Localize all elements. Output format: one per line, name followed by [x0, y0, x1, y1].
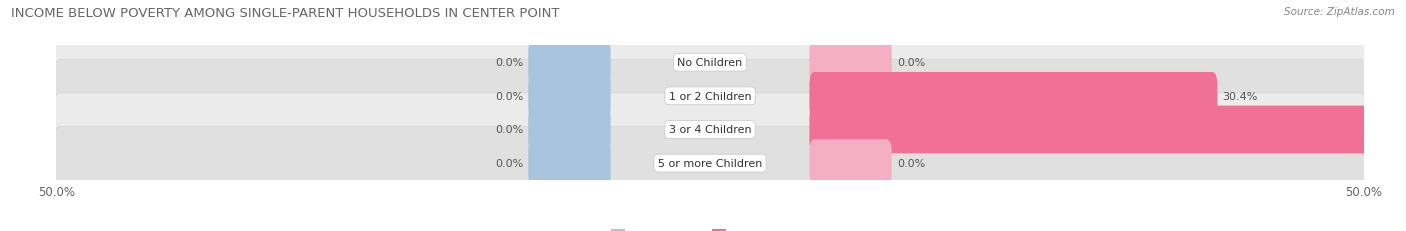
FancyBboxPatch shape — [529, 39, 610, 87]
FancyBboxPatch shape — [810, 73, 1218, 120]
FancyBboxPatch shape — [53, 94, 1367, 166]
FancyBboxPatch shape — [53, 60, 1367, 133]
FancyBboxPatch shape — [53, 27, 1367, 99]
Legend: Single Father, Single Mother: Single Father, Single Mother — [607, 225, 813, 231]
Text: No Children: No Children — [678, 58, 742, 68]
FancyBboxPatch shape — [529, 73, 610, 120]
Text: INCOME BELOW POVERTY AMONG SINGLE-PARENT HOUSEHOLDS IN CENTER POINT: INCOME BELOW POVERTY AMONG SINGLE-PARENT… — [11, 7, 560, 20]
Text: Source: ZipAtlas.com: Source: ZipAtlas.com — [1284, 7, 1395, 17]
Text: 3 or 4 Children: 3 or 4 Children — [669, 125, 751, 135]
Text: 30.4%: 30.4% — [1223, 91, 1258, 101]
Text: 0.0%: 0.0% — [495, 91, 523, 101]
Text: 1 or 2 Children: 1 or 2 Children — [669, 91, 751, 101]
FancyBboxPatch shape — [529, 106, 610, 154]
Text: 0.0%: 0.0% — [495, 125, 523, 135]
FancyBboxPatch shape — [810, 106, 1406, 154]
FancyBboxPatch shape — [53, 127, 1367, 200]
Text: 0.0%: 0.0% — [495, 158, 523, 168]
FancyBboxPatch shape — [810, 39, 891, 87]
Text: 0.0%: 0.0% — [897, 58, 925, 68]
FancyBboxPatch shape — [810, 140, 891, 187]
Text: 5 or more Children: 5 or more Children — [658, 158, 762, 168]
Text: 0.0%: 0.0% — [897, 158, 925, 168]
Text: 0.0%: 0.0% — [495, 58, 523, 68]
FancyBboxPatch shape — [529, 140, 610, 187]
